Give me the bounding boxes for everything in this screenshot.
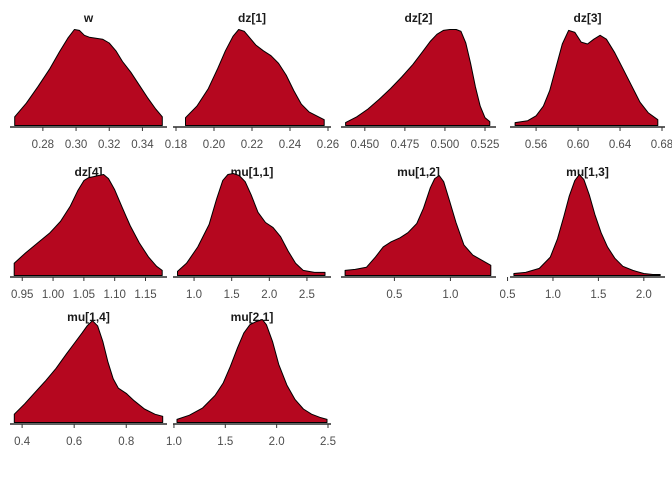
x-tick-label: 0.22 — [241, 139, 263, 151]
density-area — [345, 29, 491, 126]
x-tick-label: 2.0 — [636, 289, 652, 301]
panel-4: dz[4] 0.95 1.00 1.05 1.10 1.15 — [10, 165, 167, 301]
panel-title: dz[4] — [75, 165, 103, 179]
panel-title: dz[3] — [574, 11, 602, 25]
x-tick-label: 0.30 — [65, 139, 87, 151]
x-tick-label: 0.5 — [386, 289, 402, 301]
x-tick-label: 0.6 — [66, 436, 82, 448]
x-tick-label: 0.5 — [500, 289, 516, 301]
x-tick-label: 2.5 — [320, 436, 336, 448]
panel-2: dz[2] 0.450 0.475 0.500 0.525 — [341, 11, 499, 151]
panel-1: dz[1] 0.18 0.20 0.22 0.24 0.26 — [165, 11, 339, 151]
panel-title: dz[2] — [405, 11, 433, 25]
panel-0: w 0.28 0.30 0.32 0.34 — [10, 11, 167, 151]
x-tick-label: 0.20 — [203, 139, 225, 151]
x-tick-label: 0.525 — [471, 139, 500, 151]
x-tick-label: 1.0 — [442, 289, 458, 301]
x-tick-label: 2.0 — [261, 289, 277, 301]
panel-3: dz[3] 0.56 0.60 0.64 0.68 — [510, 11, 672, 151]
panel-9: mu[2,1] 1.0 1.5 2.0 2.5 — [166, 310, 336, 448]
x-tick-label: 1.0 — [166, 436, 182, 448]
density-area — [344, 175, 492, 276]
x-tick-label: 0.18 — [165, 139, 187, 151]
density-area — [13, 320, 164, 423]
density-area — [177, 173, 326, 276]
x-tick-label: 0.8 — [118, 436, 134, 448]
panel-title: mu[1,4] — [67, 310, 110, 324]
x-tick-label: 1.0 — [186, 289, 202, 301]
panel-title: mu[1,2] — [397, 165, 440, 179]
x-tick-label: 0.64 — [609, 139, 632, 151]
panel-title: mu[1,1] — [231, 165, 274, 179]
density-area — [14, 29, 163, 126]
x-tick-label: 0.24 — [279, 139, 302, 151]
panel-title: w — [83, 11, 94, 25]
density-area — [13, 174, 163, 276]
panel-title: mu[2,1] — [231, 310, 274, 324]
x-tick-label: 0.56 — [525, 139, 547, 151]
x-tick-label: 1.5 — [224, 289, 240, 301]
density-area — [513, 174, 661, 276]
x-tick-label: 2.0 — [269, 436, 285, 448]
x-tick-label: 0.68 — [651, 139, 672, 151]
x-tick-label: 1.10 — [103, 289, 125, 301]
density-area — [176, 319, 328, 423]
x-tick-label: 1.0 — [545, 289, 561, 301]
panel-8: mu[1,4] 0.4 0.6 0.8 — [10, 310, 167, 448]
x-tick-label: 0.500 — [431, 139, 460, 151]
x-tick-label: 2.5 — [299, 289, 315, 301]
x-tick-label: 1.00 — [42, 289, 64, 301]
x-tick-label: 1.5 — [590, 289, 606, 301]
density-area — [185, 29, 325, 126]
x-tick-label: 0.34 — [131, 139, 154, 151]
x-tick-label: 1.05 — [73, 289, 95, 301]
panel-7: mu[1,3] 0.5 1.0 1.5 2.0 — [500, 165, 665, 301]
x-tick-label: 0.26 — [317, 139, 339, 151]
x-tick-label: 0.450 — [350, 139, 379, 151]
panel-title: dz[1] — [238, 11, 266, 25]
x-tick-label: 0.4 — [14, 436, 31, 448]
x-tick-label: 0.475 — [390, 139, 419, 151]
x-tick-label: 0.95 — [11, 289, 33, 301]
panel-title: mu[1,3] — [566, 165, 609, 179]
x-tick-label: 1.5 — [217, 436, 233, 448]
x-tick-label: 0.32 — [98, 139, 120, 151]
x-tick-label: 0.28 — [32, 139, 54, 151]
panel-6: mu[1,2] 0.5 1.0 — [341, 165, 496, 301]
panel-5: mu[1,1] 1.0 1.5 2.0 2.5 — [173, 165, 331, 301]
x-tick-label: 1.15 — [134, 289, 156, 301]
x-tick-label: 0.60 — [567, 139, 589, 151]
density-area — [514, 29, 659, 126]
